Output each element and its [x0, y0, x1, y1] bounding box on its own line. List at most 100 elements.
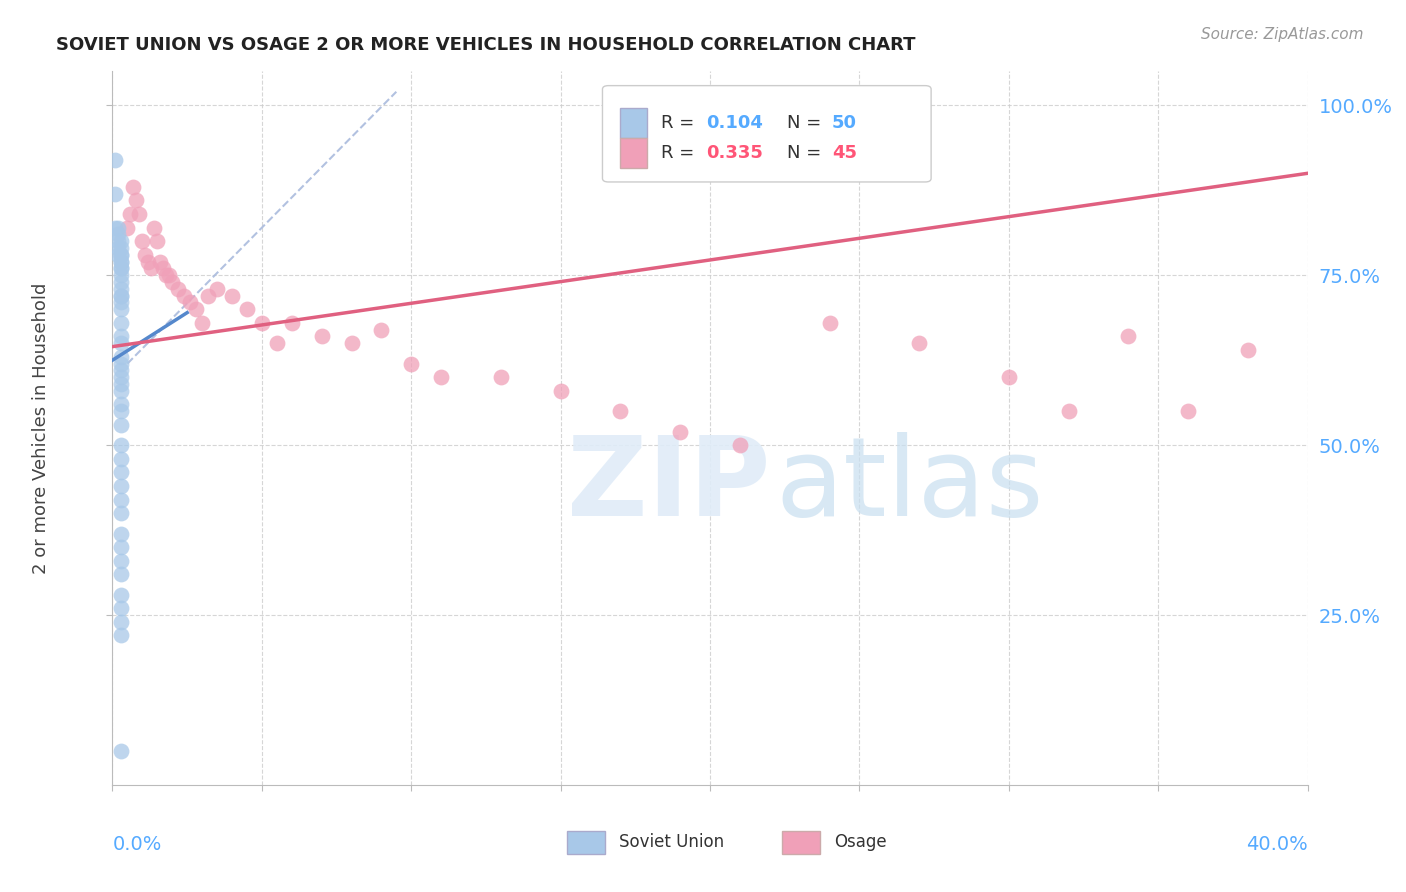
- Point: [205, 282, 228, 296]
- Point: [128, 207, 150, 221]
- Point: [818, 316, 841, 330]
- Point: [110, 363, 132, 377]
- Point: [155, 268, 177, 283]
- Point: [401, 357, 423, 371]
- Point: [110, 248, 132, 262]
- Point: [107, 227, 129, 242]
- FancyBboxPatch shape: [603, 86, 931, 182]
- Point: [110, 370, 132, 384]
- Text: 45: 45: [832, 145, 856, 162]
- Point: [110, 234, 132, 248]
- Text: N =: N =: [786, 145, 827, 162]
- Point: [110, 628, 132, 642]
- Point: [1118, 329, 1140, 343]
- Point: [110, 275, 132, 289]
- Point: [266, 336, 288, 351]
- Text: 2 or more Vehicles in Household: 2 or more Vehicles in Household: [32, 283, 49, 574]
- Point: [146, 234, 169, 248]
- Point: [1057, 404, 1080, 418]
- Point: [110, 506, 132, 520]
- Point: [179, 295, 201, 310]
- Bar: [620, 108, 647, 138]
- Point: [281, 316, 304, 330]
- Point: [110, 268, 132, 283]
- Text: R =: R =: [661, 114, 700, 132]
- Point: [110, 397, 132, 411]
- Point: [110, 451, 132, 466]
- Point: [550, 384, 572, 398]
- Bar: [620, 138, 647, 169]
- Text: N =: N =: [786, 114, 827, 132]
- Point: [110, 744, 132, 758]
- Point: [1237, 343, 1260, 357]
- Point: [131, 234, 153, 248]
- Point: [107, 248, 129, 262]
- Text: Soviet Union: Soviet Union: [619, 833, 724, 851]
- Point: [110, 248, 132, 262]
- Point: [311, 329, 333, 343]
- Point: [110, 479, 132, 493]
- Point: [120, 207, 142, 221]
- Point: [110, 376, 132, 391]
- Point: [110, 288, 132, 302]
- Point: [236, 302, 259, 317]
- Text: 50: 50: [832, 114, 856, 132]
- Point: [221, 288, 243, 302]
- Point: [110, 254, 132, 268]
- Point: [430, 370, 453, 384]
- Point: [669, 425, 692, 439]
- Point: [107, 220, 129, 235]
- Point: [110, 466, 132, 480]
- Point: [110, 526, 132, 541]
- Point: [489, 370, 512, 384]
- Point: [110, 261, 132, 276]
- Point: [134, 248, 156, 262]
- Text: SOVIET UNION VS OSAGE 2 OR MORE VEHICLES IN HOUSEHOLD CORRELATION CHART: SOVIET UNION VS OSAGE 2 OR MORE VEHICLES…: [56, 36, 915, 54]
- Point: [110, 295, 132, 310]
- Point: [110, 384, 132, 398]
- Point: [609, 404, 631, 418]
- Point: [110, 615, 132, 629]
- Point: [908, 336, 931, 351]
- Point: [197, 288, 219, 302]
- Point: [250, 316, 273, 330]
- Point: [110, 601, 132, 615]
- Point: [110, 357, 132, 371]
- Point: [110, 350, 132, 364]
- Point: [107, 234, 129, 248]
- Text: 0.104: 0.104: [706, 114, 763, 132]
- Point: [110, 492, 132, 507]
- Point: [122, 180, 145, 194]
- Point: [141, 261, 163, 276]
- Point: [162, 275, 183, 289]
- Text: 40.0%: 40.0%: [1246, 835, 1308, 854]
- Point: [110, 241, 132, 255]
- Point: [998, 370, 1021, 384]
- Bar: [782, 831, 820, 855]
- Point: [728, 438, 751, 452]
- Point: [125, 194, 148, 208]
- Text: atlas: atlas: [776, 432, 1045, 539]
- Point: [110, 302, 132, 317]
- Point: [173, 288, 195, 302]
- Point: [104, 186, 127, 201]
- Point: [110, 288, 132, 302]
- Point: [110, 540, 132, 554]
- Point: [104, 220, 127, 235]
- Point: [110, 336, 132, 351]
- Point: [110, 588, 132, 602]
- Point: [110, 438, 132, 452]
- Point: [110, 254, 132, 268]
- Text: Source: ZipAtlas.com: Source: ZipAtlas.com: [1201, 27, 1364, 42]
- Point: [110, 417, 132, 432]
- Point: [152, 261, 174, 276]
- Text: ZIP: ZIP: [567, 432, 770, 539]
- Point: [110, 567, 132, 582]
- Point: [1177, 404, 1199, 418]
- Point: [104, 153, 127, 167]
- Point: [107, 241, 129, 255]
- Point: [138, 254, 160, 268]
- Point: [143, 220, 166, 235]
- Text: R =: R =: [661, 145, 700, 162]
- Point: [157, 268, 180, 283]
